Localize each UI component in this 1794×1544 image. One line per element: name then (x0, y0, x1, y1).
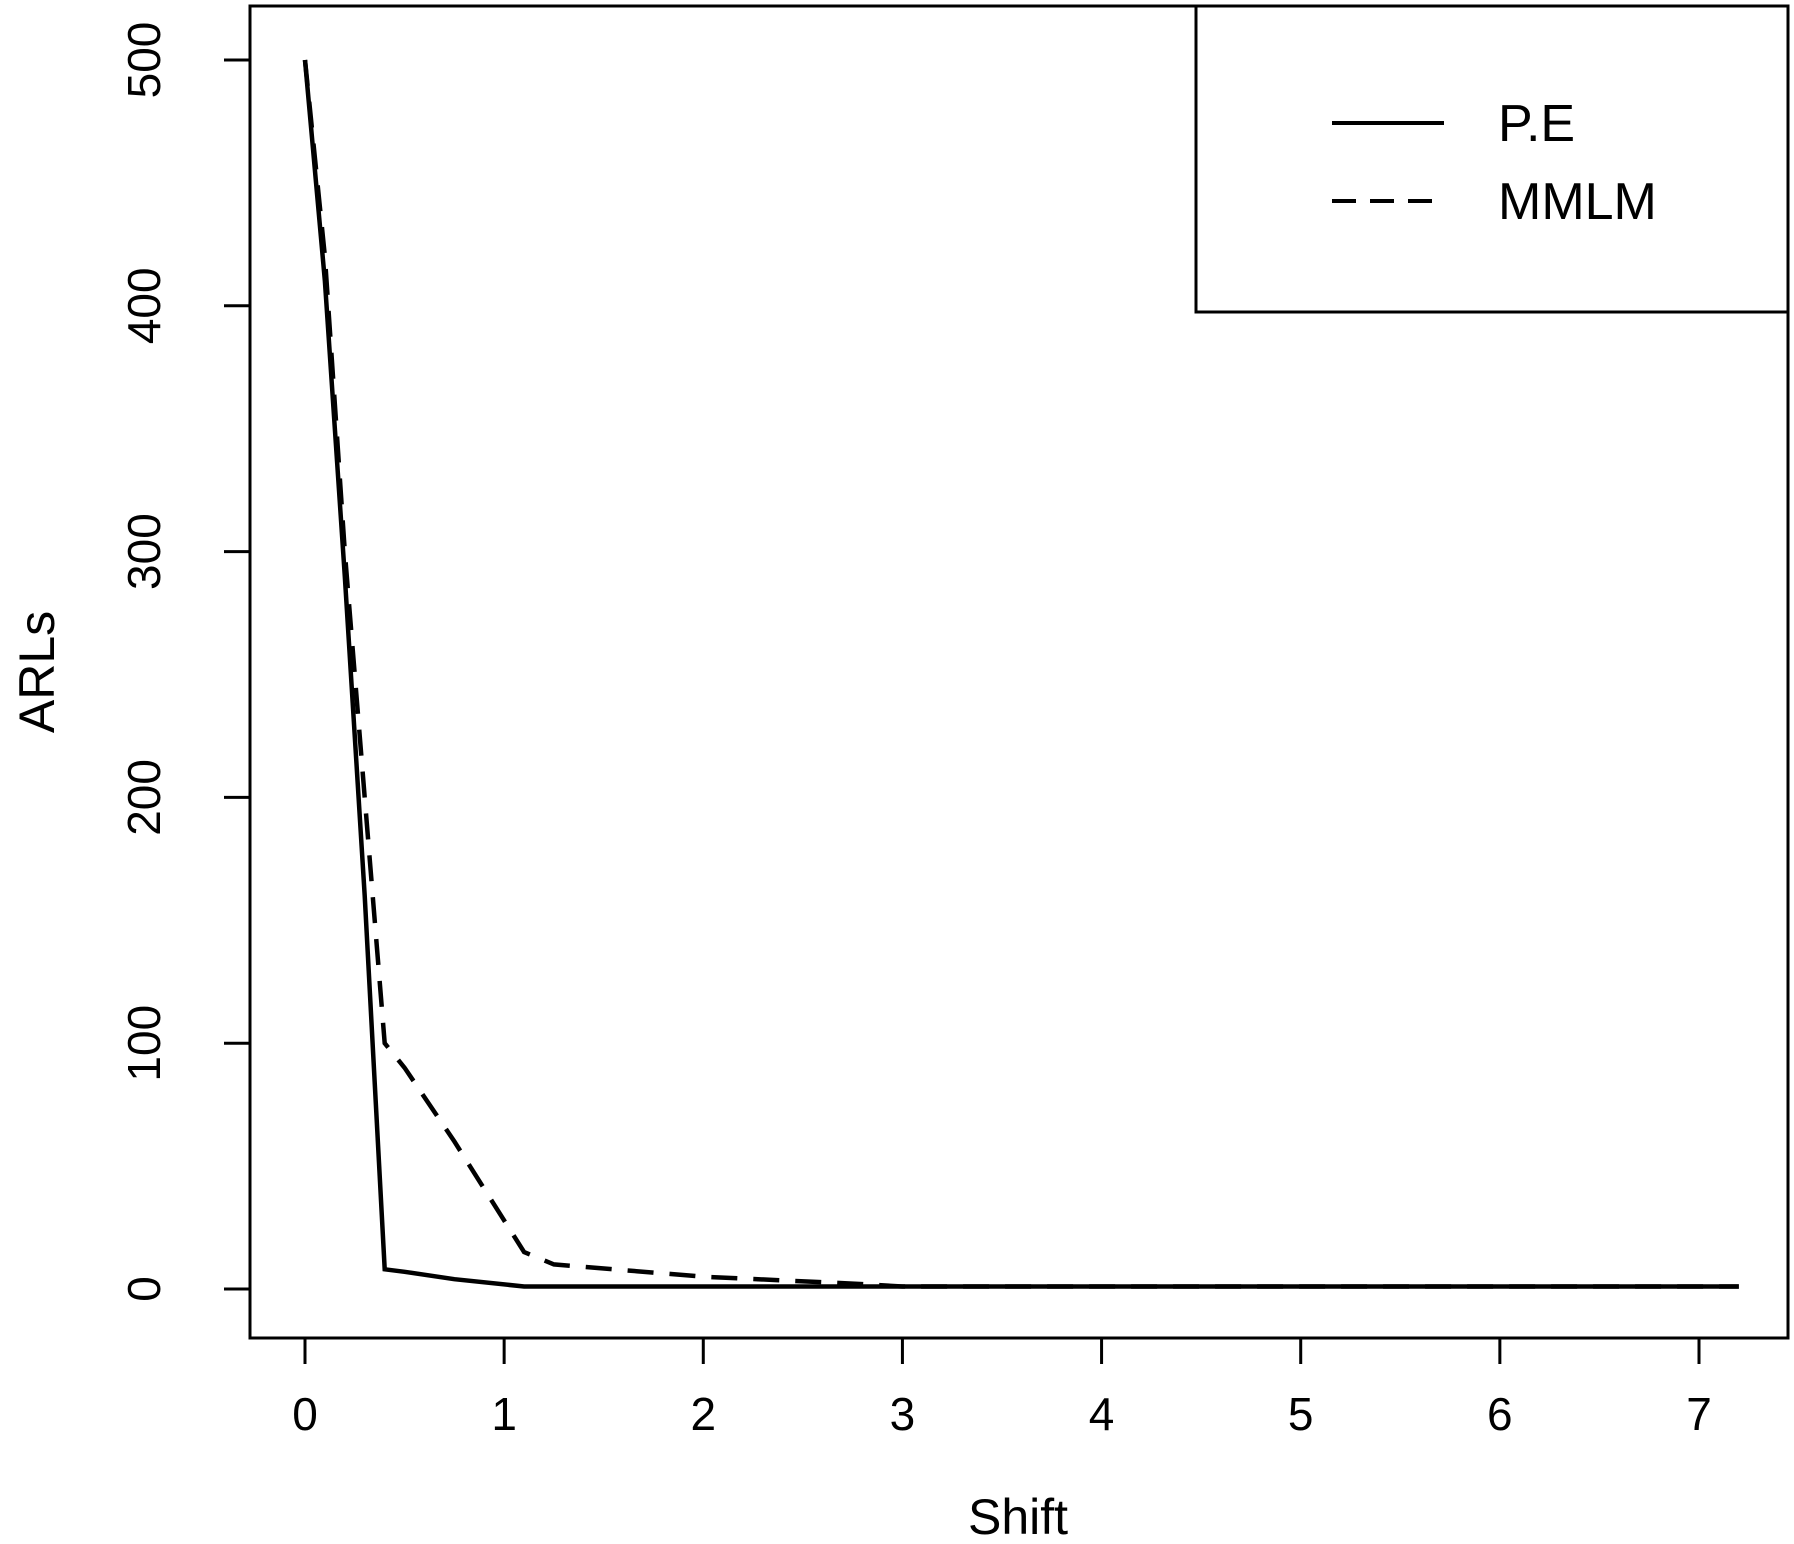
series-layer (302, 59, 1739, 1289)
y-tick-label: 0 (118, 1276, 170, 1302)
x-axis: 0 1 2 3 4 5 6 7 (292, 1336, 1712, 1440)
y-tick-label: 300 (118, 513, 170, 590)
x-tick-label: 5 (1288, 1388, 1314, 1440)
y-tick-label: 100 (118, 1005, 170, 1082)
y-axis: 0 100 200 300 400 500 (118, 22, 252, 1302)
x-tick-label: 3 (890, 1388, 916, 1440)
legend: P.E MMLM (1194, 4, 1790, 314)
legend-label-pe: P.E (1498, 95, 1575, 153)
x-tick-label: 7 (1686, 1388, 1712, 1440)
legend-box (1194, 4, 1790, 314)
x-tick-label: 2 (690, 1388, 716, 1440)
x-tick-label: 0 (292, 1388, 318, 1440)
legend-label-mmlm: MMLM (1498, 173, 1657, 231)
x-tick-label: 4 (1089, 1388, 1115, 1440)
y-tick-label: 400 (118, 267, 170, 344)
y-axis-title: ARLs (9, 611, 65, 733)
x-tick-label: 6 (1487, 1388, 1513, 1440)
y-tick-label: 200 (118, 759, 170, 836)
x-axis-title: Shift (968, 1489, 1068, 1544)
x-tick-label: 1 (491, 1388, 517, 1440)
y-tick-label: 500 (118, 22, 170, 99)
